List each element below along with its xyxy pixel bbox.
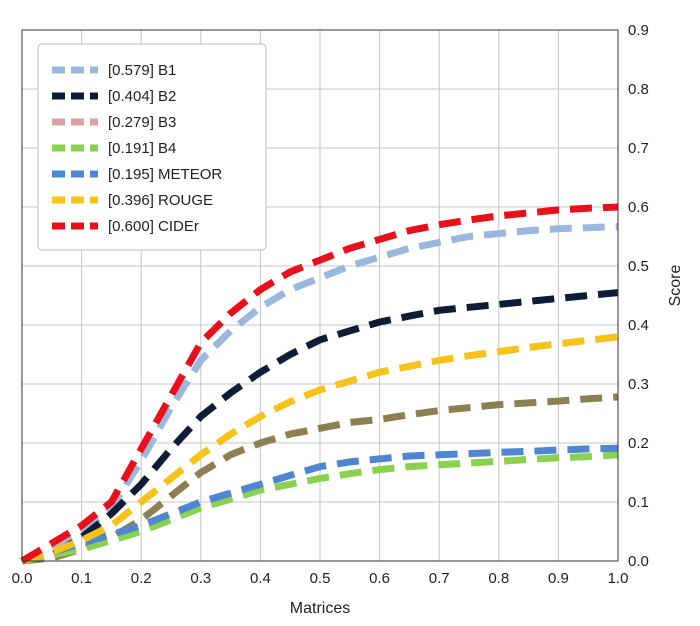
x-tick-label: 0.4 — [250, 570, 271, 587]
legend-label-meteor: [0.195] METEOR — [108, 166, 222, 183]
x-tick-label: 0.2 — [131, 570, 152, 587]
x-tick-label: 1.0 — [608, 570, 629, 587]
y-tick-label: 0.4 — [628, 317, 649, 334]
legend-label-b4: [0.191] B4 — [108, 140, 176, 157]
x-tick-label: 0.0 — [12, 570, 33, 587]
legend-label-b3: [0.279] B3 — [108, 114, 176, 131]
y-tick-label: 0.7 — [628, 140, 649, 157]
legend-label-b1: [0.579] B1 — [108, 62, 176, 79]
legend-label-rouge: [0.396] ROUGE — [108, 192, 213, 209]
x-axis-label: Matrices — [290, 600, 350, 617]
y-tick-label: 0.6 — [628, 199, 649, 216]
y-tick-label: 0.5 — [628, 258, 649, 275]
y-tick-label: 0.1 — [628, 494, 649, 511]
y-tick-label: 0.9 — [628, 22, 649, 39]
x-tick-label: 0.8 — [488, 570, 509, 587]
legend: [0.579] B1 [0.404] B2 [0.279] B3 [0.191] B4… — [37, 43, 267, 251]
x-tick-labels: 0.0 0.1 0.2 0.3 0.4 0.5 0.6 0.7 0.8 0.9 1.0 — [12, 570, 629, 587]
series-lines — [20, 203, 619, 565]
series-line-meteor — [20, 444, 619, 565]
y-tick-label: 0.0 — [628, 553, 649, 570]
legend-label-cider: [0.600] CIDEr — [108, 218, 199, 235]
series-line-b4 — [21, 451, 619, 565]
x-tick-label: 0.3 — [190, 570, 211, 587]
x-tick-label: 0.6 — [369, 570, 390, 587]
y-tick-label: 0.8 — [628, 81, 649, 98]
x-tick-label: 0.5 — [310, 570, 331, 587]
y-tick-labels: 0.0 0.1 0.2 0.3 0.4 0.5 0.6 0.7 0.8 0.9 — [628, 22, 649, 570]
x-tick-label: 0.9 — [548, 570, 569, 587]
y-tick-label: 0.2 — [628, 435, 649, 452]
x-tick-label: 0.7 — [429, 570, 450, 587]
y-tick-label: 0.3 — [628, 376, 649, 393]
y-axis-label: Score — [667, 265, 684, 307]
legend-label-b2: [0.404] B2 — [108, 88, 176, 105]
series-line-rouge — [20, 333, 619, 565]
series-line-b1 — [20, 223, 619, 565]
plot-frame — [21, 29, 619, 562]
series-line-cider — [20, 203, 619, 565]
x-tick-label: 0.1 — [71, 570, 92, 587]
series-line-b2 — [21, 289, 619, 565]
